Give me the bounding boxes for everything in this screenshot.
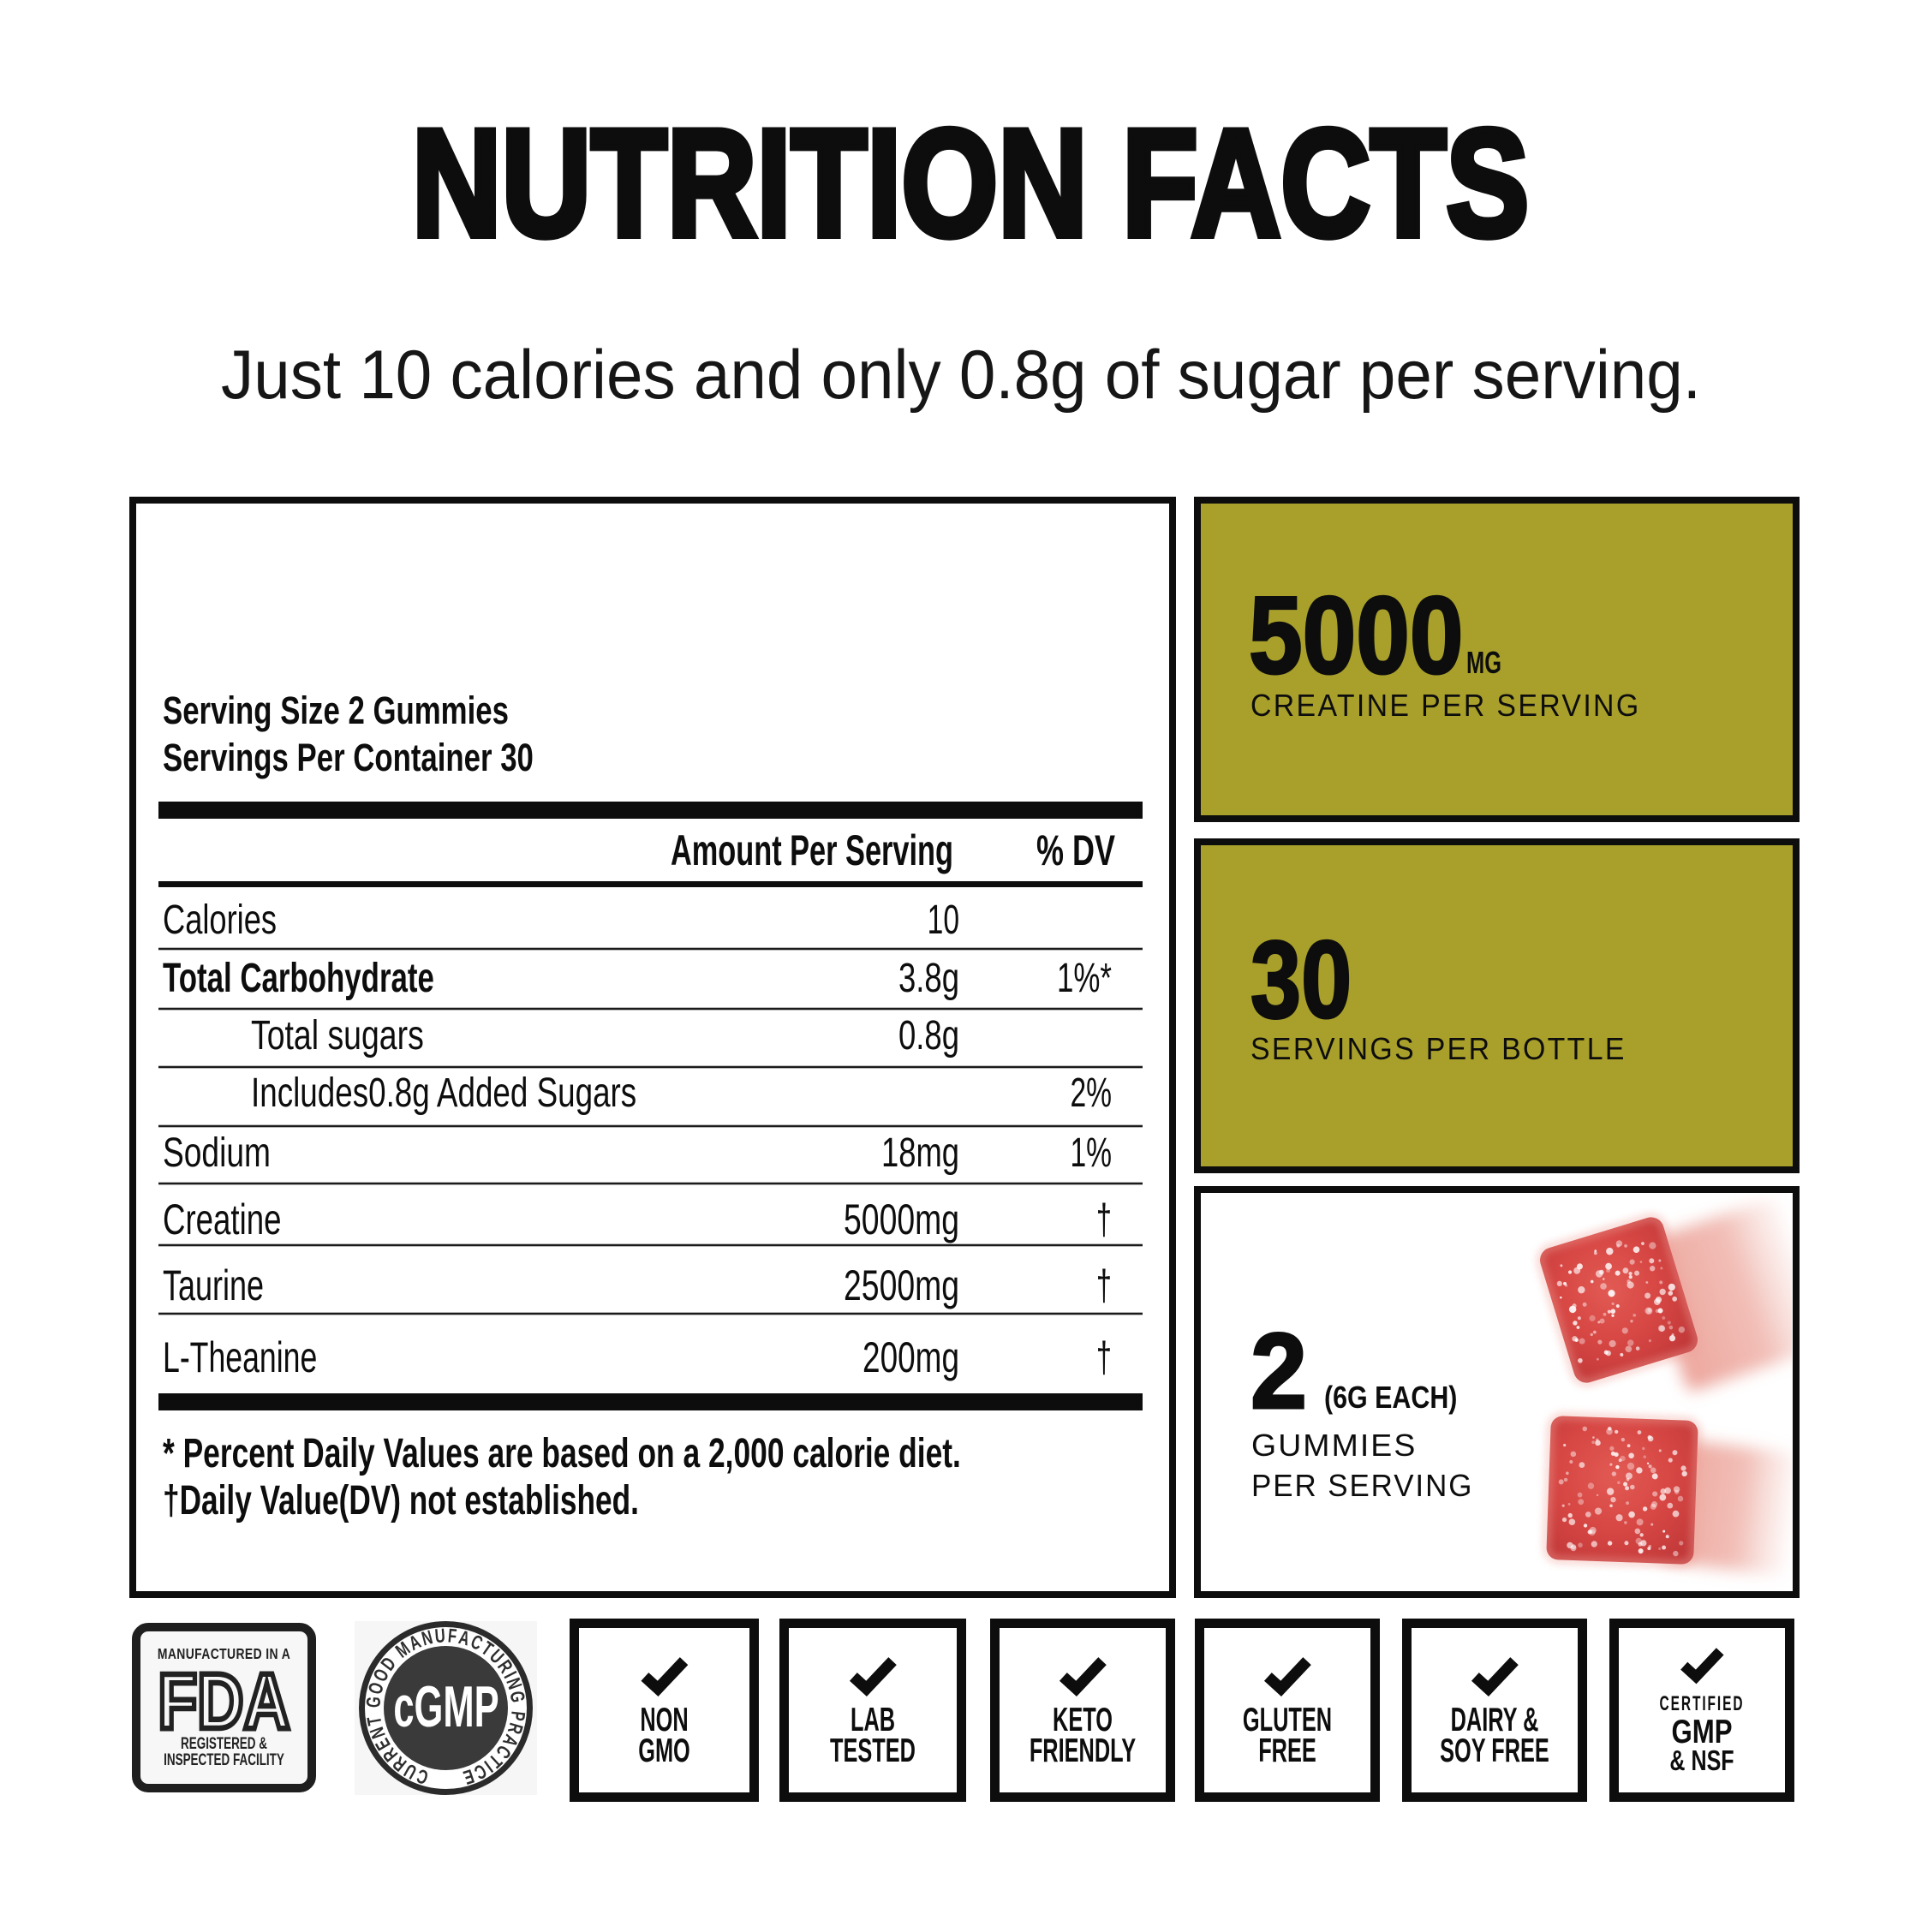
svg-text:CREATINE PER SERVING: CREATINE PER SERVING [1251,689,1641,723]
svg-text:SERVINGS PER BOTTLE: SERVINGS PER BOTTLE [1251,1032,1627,1066]
svg-text:5000: 5000 [1249,574,1464,696]
svg-text:LAB: LAB [851,1700,895,1738]
svg-text:Amount Per Serving: Amount Per Serving [671,827,953,875]
svg-text:18mg: 18mg [881,1130,959,1176]
svg-text:L-Theanine: L-Theanine [163,1334,317,1381]
svg-text:Creatine: Creatine [163,1196,282,1244]
svg-text:U: U [434,1625,446,1648]
svg-text:P: P [506,1710,528,1722]
svg-text:CERTIFIED: CERTIFIED [1660,1693,1745,1715]
svg-text:Sodium: Sodium [163,1130,271,1177]
svg-text:Total sugars: Total sugars [251,1013,424,1059]
svg-text:NON: NON [640,1700,688,1738]
svg-text:5000mg: 5000mg [844,1196,959,1244]
svg-text:* Percent Daily Values are bas: * Percent Daily Values are based on a 2,… [163,1430,961,1476]
svg-text:GMP: GMP [1671,1714,1732,1750]
svg-text:200mg: 200mg [863,1334,959,1382]
svg-text:GLUTEN: GLUTEN [1243,1700,1332,1738]
svg-text:Includes0.8g Added Sugars: Includes0.8g Added Sugars [251,1070,636,1116]
svg-text:cGMP: cGMP [393,1674,498,1739]
svg-text:G: G [505,1690,528,1704]
svg-text:10: 10 [928,896,959,942]
svg-text:3.8g: 3.8g [898,955,959,1001]
svg-text:INSPECTED FACILITY: INSPECTED FACILITY [164,1750,284,1769]
svg-text:†: † [1096,1196,1112,1243]
svg-text:NUTRITION FACTS: NUTRITION FACTS [412,98,1529,268]
svg-text:KETO: KETO [1053,1700,1113,1738]
svg-text:2%: 2% [1070,1069,1112,1115]
svg-text:GMO: GMO [638,1731,690,1768]
svg-text:30: 30 [1251,919,1352,1041]
svg-text:FDA: FDA [158,1657,289,1745]
svg-text:2500mg: 2500mg [844,1262,959,1310]
svg-text:FREE: FREE [1258,1731,1316,1768]
svg-text:Just 10 calories and only 0.8g: Just 10 calories and only 0.8g of sugar … [221,336,1701,414]
svg-text:REGISTERED &: REGISTERED & [181,1734,267,1753]
svg-text:Total Carbohydrate: Total Carbohydrate [163,955,434,1001]
svg-text:SOY FREE: SOY FREE [1440,1731,1549,1768]
svg-text:MG: MG [1466,646,1501,680]
svg-text:MANUFACTURED IN A: MANUFACTURED IN A [158,1645,290,1662]
svg-text:G: G [363,1696,385,1708]
svg-text:FRIENDLY: FRIENDLY [1030,1731,1136,1768]
svg-text:Serving Size 2 Gummies: Serving Size 2 Gummies [163,689,509,732]
svg-text:0.8g: 0.8g [898,1012,959,1058]
svg-text:DAIRY &: DAIRY & [1451,1700,1539,1738]
svg-text:PER SERVING: PER SERVING [1251,1469,1473,1504]
svg-text:(6G EACH): (6G EACH) [1324,1381,1457,1416]
svg-text:Taurine: Taurine [163,1262,264,1309]
svg-text:% DV: % DV [1036,827,1115,874]
svg-text:2: 2 [1251,1311,1307,1430]
svg-text:†: † [1096,1261,1112,1309]
svg-text:Servings Per Container 30: Servings Per Container 30 [163,736,534,779]
svg-text:TESTED: TESTED [830,1731,916,1768]
svg-text:†Daily Value(DV) not establish: †Daily Value(DV) not established. [163,1477,639,1524]
svg-text:Calories: Calories [163,897,277,943]
svg-text:F: F [447,1625,457,1648]
svg-text:& NSF: & NSF [1669,1745,1734,1777]
svg-text:GUMMIES: GUMMIES [1251,1428,1417,1463]
svg-text:1%: 1% [1070,1129,1112,1175]
svg-text:1%*: 1%* [1057,955,1112,1001]
svg-text:†: † [1096,1333,1112,1381]
